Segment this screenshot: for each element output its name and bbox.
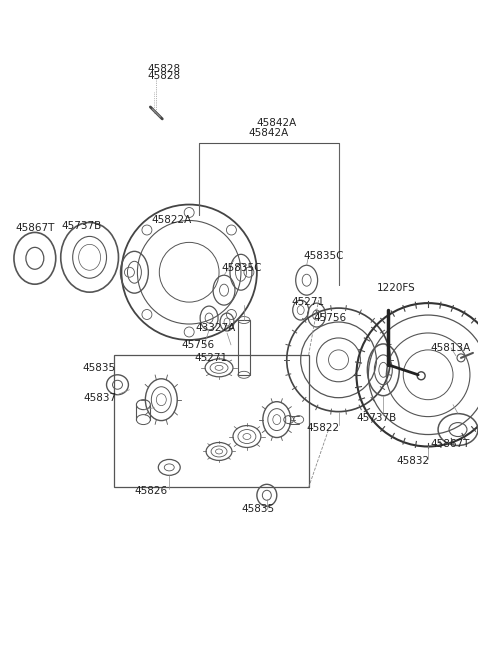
Text: 45867T: 45867T bbox=[16, 223, 55, 233]
Text: 45271: 45271 bbox=[292, 297, 325, 307]
Text: 45828: 45828 bbox=[147, 64, 180, 74]
Text: 45737B: 45737B bbox=[357, 413, 396, 422]
Text: 45756: 45756 bbox=[313, 313, 347, 323]
Text: 45835C: 45835C bbox=[304, 252, 344, 261]
Text: 45826: 45826 bbox=[134, 486, 168, 496]
Text: 45737B: 45737B bbox=[62, 221, 102, 231]
Text: 45813A: 45813A bbox=[430, 343, 470, 353]
Text: 45271: 45271 bbox=[194, 353, 227, 363]
Text: 45822A: 45822A bbox=[151, 215, 192, 225]
Text: 45867T: 45867T bbox=[430, 440, 469, 449]
Bar bbox=[238, 320, 250, 374]
Text: 43327A: 43327A bbox=[195, 323, 235, 333]
Text: 45822: 45822 bbox=[307, 422, 340, 432]
Text: 45837: 45837 bbox=[84, 393, 117, 403]
Text: 45835: 45835 bbox=[241, 504, 274, 514]
Text: 1220FS: 1220FS bbox=[376, 283, 415, 293]
Text: 45828: 45828 bbox=[147, 71, 180, 81]
Text: 45842A: 45842A bbox=[249, 128, 289, 138]
Text: 45835C: 45835C bbox=[221, 263, 262, 273]
Bar bbox=[115, 355, 309, 487]
Text: 45832: 45832 bbox=[396, 457, 430, 466]
Text: 45756: 45756 bbox=[181, 340, 215, 350]
Text: 45835: 45835 bbox=[83, 363, 116, 373]
Text: 45842A: 45842A bbox=[257, 118, 297, 128]
